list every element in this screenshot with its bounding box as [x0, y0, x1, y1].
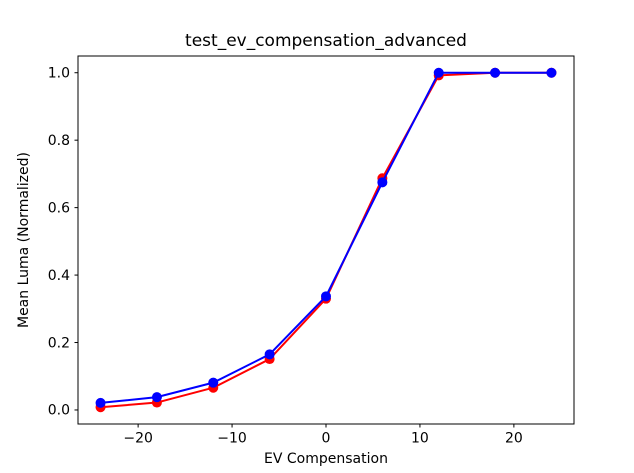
- axes-frame: [77, 55, 575, 425]
- blue-series-marker: [490, 67, 501, 78]
- blue-series-marker: [433, 67, 444, 78]
- blue-series-line: [99, 71, 553, 404]
- blue-series-marker: [95, 397, 106, 408]
- y-tick-label: 0.0: [48, 403, 70, 419]
- y-tick-label: 0.4: [48, 268, 70, 284]
- x-tick-label: 20: [505, 431, 523, 447]
- x-axis-label: EV Compensation: [264, 451, 388, 467]
- y-axis-label: Mean Luma (Normalized): [16, 151, 32, 329]
- blue-series-marker: [321, 291, 331, 302]
- y-tick-label: 0.8: [48, 133, 70, 149]
- blue-series-marker: [377, 177, 388, 188]
- y-tick-label: 0.2: [48, 335, 70, 351]
- blue-series-marker: [151, 392, 162, 403]
- x-tick-label: −20: [123, 431, 153, 447]
- blue-series-marker: [208, 377, 219, 388]
- blue-series-marker: [546, 67, 557, 78]
- chart-title: test_ev_compensation_advanced: [185, 31, 467, 51]
- x-tick-label: 0: [322, 431, 331, 447]
- blue-series-marker: [264, 349, 275, 360]
- x-tick-label: 10: [411, 431, 429, 447]
- y-tick-label: 0.6: [48, 200, 70, 216]
- y-tick-label: 1.0: [48, 65, 70, 81]
- red-series-line: [99, 71, 553, 409]
- x-tick-label: −10: [217, 431, 247, 447]
